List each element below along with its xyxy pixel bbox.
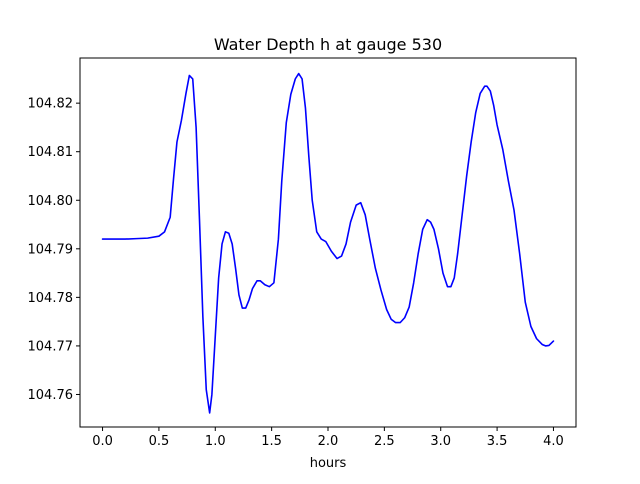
y-tick-label: 104.79 <box>28 242 74 257</box>
x-axis-label: hours <box>310 456 347 471</box>
chart-title: Water Depth h at gauge 530 <box>214 35 442 54</box>
y-tick-label: 104.78 <box>28 291 74 306</box>
y-tick-label: 104.76 <box>28 388 74 403</box>
y-tick-label: 104.81 <box>28 145 74 160</box>
x-tick-label: 0.0 <box>92 434 113 449</box>
x-tick-label: 1.0 <box>205 434 226 449</box>
y-tick-label: 104.82 <box>28 97 74 112</box>
x-tick-label: 3.0 <box>430 434 451 449</box>
series-line-0 <box>101 72 555 414</box>
x-tick-label: 1.5 <box>261 434 282 449</box>
plot-area: 0.0 0.5 1.0 1.5 2.0 2.5 3.0 3.5 4.0 104.76 104.77 1… <box>28 57 577 449</box>
y-tick-label: 104.77 <box>28 339 74 354</box>
x-tick-label: 2.0 <box>318 434 339 449</box>
x-tick-label: 3.5 <box>487 434 508 449</box>
x-tick-label: 2.5 <box>374 434 395 449</box>
y-tick-label: 104.80 <box>28 194 74 209</box>
x-tick-label: 0.5 <box>149 434 170 449</box>
x-tick-label: 4.0 <box>543 434 564 449</box>
